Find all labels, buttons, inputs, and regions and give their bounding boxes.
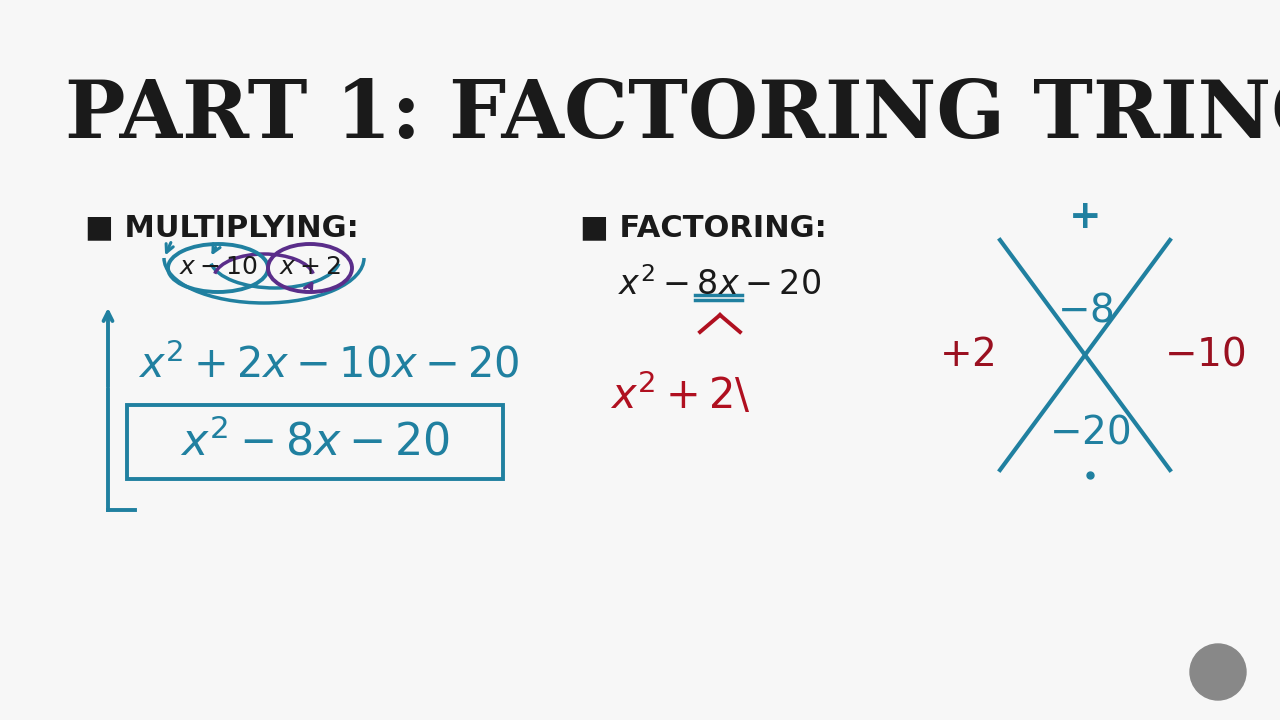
Text: $-10$: $-10$ [1165,336,1245,374]
Text: $-8$: $-8$ [1057,291,1114,329]
Text: $x-10$: $x-10$ [179,256,257,279]
Text: $x^2-8x-20$: $x^2-8x-20$ [180,420,451,464]
Text: ■ MULTIPLYING:: ■ MULTIPLYING: [84,213,358,242]
Text: $-20$: $-20$ [1050,414,1130,452]
Text: ■ FACTORING:: ■ FACTORING: [580,213,827,242]
Text: $x^2 - 8x - 20$: $x^2 - 8x - 20$ [618,268,822,302]
Text: $x^2+2x-10x-20$: $x^2+2x-10x-20$ [138,343,520,386]
Text: $x+2$: $x+2$ [279,256,340,279]
Text: $+2$: $+2$ [940,336,995,374]
Circle shape [1190,644,1245,700]
Text: PART 1: FACTORING TRINOMIALS: PART 1: FACTORING TRINOMIALS [65,77,1280,155]
Text: $x^2+2\backslash$: $x^2+2\backslash$ [611,372,751,418]
Text: +: + [1069,198,1101,236]
